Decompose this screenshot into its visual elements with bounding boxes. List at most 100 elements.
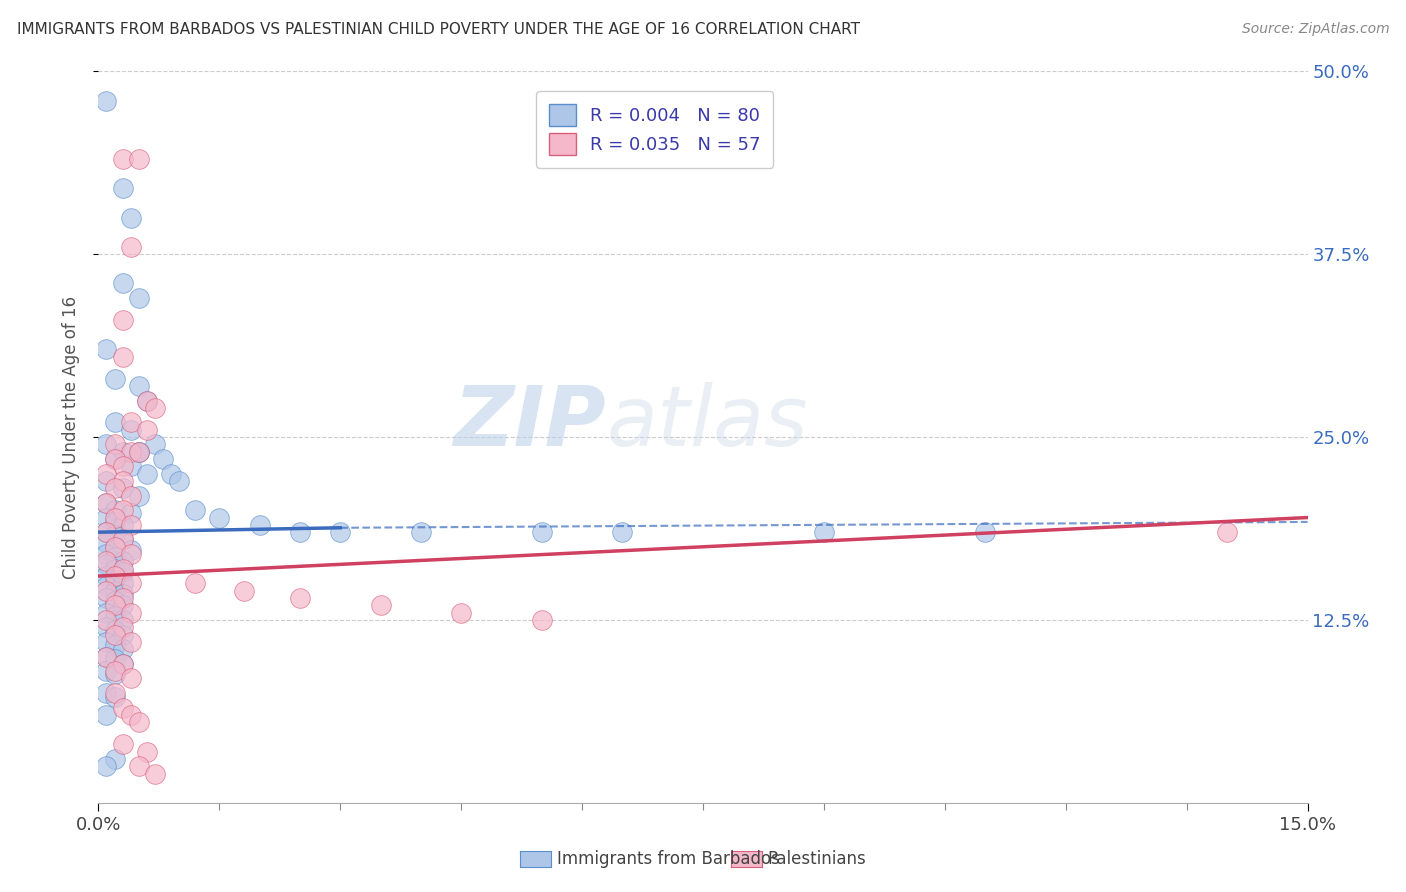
Point xyxy=(96,613,118,627)
Point xyxy=(128,489,150,503)
Point xyxy=(103,562,125,576)
Point xyxy=(135,423,157,437)
Point xyxy=(120,606,142,620)
Point xyxy=(111,627,134,641)
Text: ZIP: ZIP xyxy=(454,382,606,463)
Point xyxy=(135,467,157,481)
Point xyxy=(103,583,125,598)
Point xyxy=(103,371,125,385)
Text: Palestinians: Palestinians xyxy=(768,850,866,868)
Point xyxy=(103,652,125,666)
Point xyxy=(111,620,134,634)
Point xyxy=(329,525,352,540)
Legend: R = 0.004   N = 80, R = 0.035   N = 57: R = 0.004 N = 80, R = 0.035 N = 57 xyxy=(536,91,773,168)
Point xyxy=(120,542,142,557)
Point xyxy=(103,627,125,641)
Point xyxy=(96,635,118,649)
Point xyxy=(96,591,118,605)
Point xyxy=(111,517,134,532)
Point xyxy=(111,533,134,547)
Point xyxy=(409,525,432,540)
Point xyxy=(103,515,125,529)
Point xyxy=(232,583,254,598)
Point xyxy=(96,94,118,108)
Point xyxy=(813,525,835,540)
Point xyxy=(96,708,118,723)
Point xyxy=(96,558,118,572)
Point xyxy=(103,416,125,430)
Y-axis label: Child Poverty Under the Age of 16: Child Poverty Under the Age of 16 xyxy=(62,295,80,579)
Point xyxy=(103,569,125,583)
Text: Immigrants from Barbados: Immigrants from Barbados xyxy=(557,850,780,868)
Point xyxy=(96,525,118,540)
Point xyxy=(96,664,118,678)
Point xyxy=(96,496,118,510)
Point xyxy=(208,510,231,524)
Point xyxy=(96,474,118,488)
Point xyxy=(96,569,118,583)
Point xyxy=(128,759,150,773)
Point xyxy=(128,291,150,305)
Point xyxy=(96,579,118,593)
Point xyxy=(143,401,166,415)
Point xyxy=(184,503,207,517)
Point xyxy=(128,444,150,458)
Point xyxy=(111,599,134,613)
Point xyxy=(120,211,142,225)
Point xyxy=(96,686,118,700)
Point xyxy=(120,506,142,520)
Point xyxy=(96,343,118,357)
Point xyxy=(111,277,134,291)
Point xyxy=(96,535,118,549)
Point xyxy=(111,554,134,568)
Point xyxy=(103,623,125,637)
Point xyxy=(120,416,142,430)
Point xyxy=(111,700,134,714)
Point xyxy=(111,459,134,474)
Point xyxy=(249,517,271,532)
Point xyxy=(96,583,118,598)
Point xyxy=(111,586,134,600)
Point xyxy=(96,467,118,481)
Point xyxy=(96,606,118,620)
Text: IMMIGRANTS FROM BARBADOS VS PALESTINIAN CHILD POVERTY UNDER THE AGE OF 16 CORREL: IMMIGRANTS FROM BARBADOS VS PALESTINIAN … xyxy=(17,22,860,37)
Point xyxy=(111,591,134,605)
Point xyxy=(96,620,118,634)
Point xyxy=(612,525,634,540)
Point xyxy=(530,525,553,540)
Point xyxy=(128,379,150,393)
Point xyxy=(103,594,125,608)
Point xyxy=(111,152,134,166)
Point xyxy=(111,181,134,195)
Point xyxy=(111,313,134,327)
Point xyxy=(184,576,207,591)
Point xyxy=(111,565,134,579)
Point xyxy=(103,752,125,766)
Point xyxy=(111,562,134,576)
Point xyxy=(288,525,311,540)
Point xyxy=(128,715,150,730)
Point xyxy=(103,690,125,705)
Point xyxy=(103,452,125,467)
Point xyxy=(111,576,134,591)
Text: Source: ZipAtlas.com: Source: ZipAtlas.com xyxy=(1241,22,1389,37)
Point xyxy=(120,708,142,723)
Point xyxy=(111,657,134,671)
Point xyxy=(111,503,134,517)
Point xyxy=(120,547,142,561)
Point xyxy=(103,510,125,524)
Point xyxy=(96,525,118,540)
Point xyxy=(167,474,190,488)
Point xyxy=(96,510,118,524)
Text: atlas: atlas xyxy=(606,382,808,463)
Point xyxy=(103,667,125,681)
Point xyxy=(143,766,166,780)
Point xyxy=(111,613,134,627)
Point xyxy=(120,459,142,474)
Point xyxy=(135,745,157,759)
Point xyxy=(1216,525,1239,540)
Point xyxy=(103,599,125,613)
Point xyxy=(111,642,134,657)
Point xyxy=(160,467,183,481)
Point xyxy=(111,481,134,495)
